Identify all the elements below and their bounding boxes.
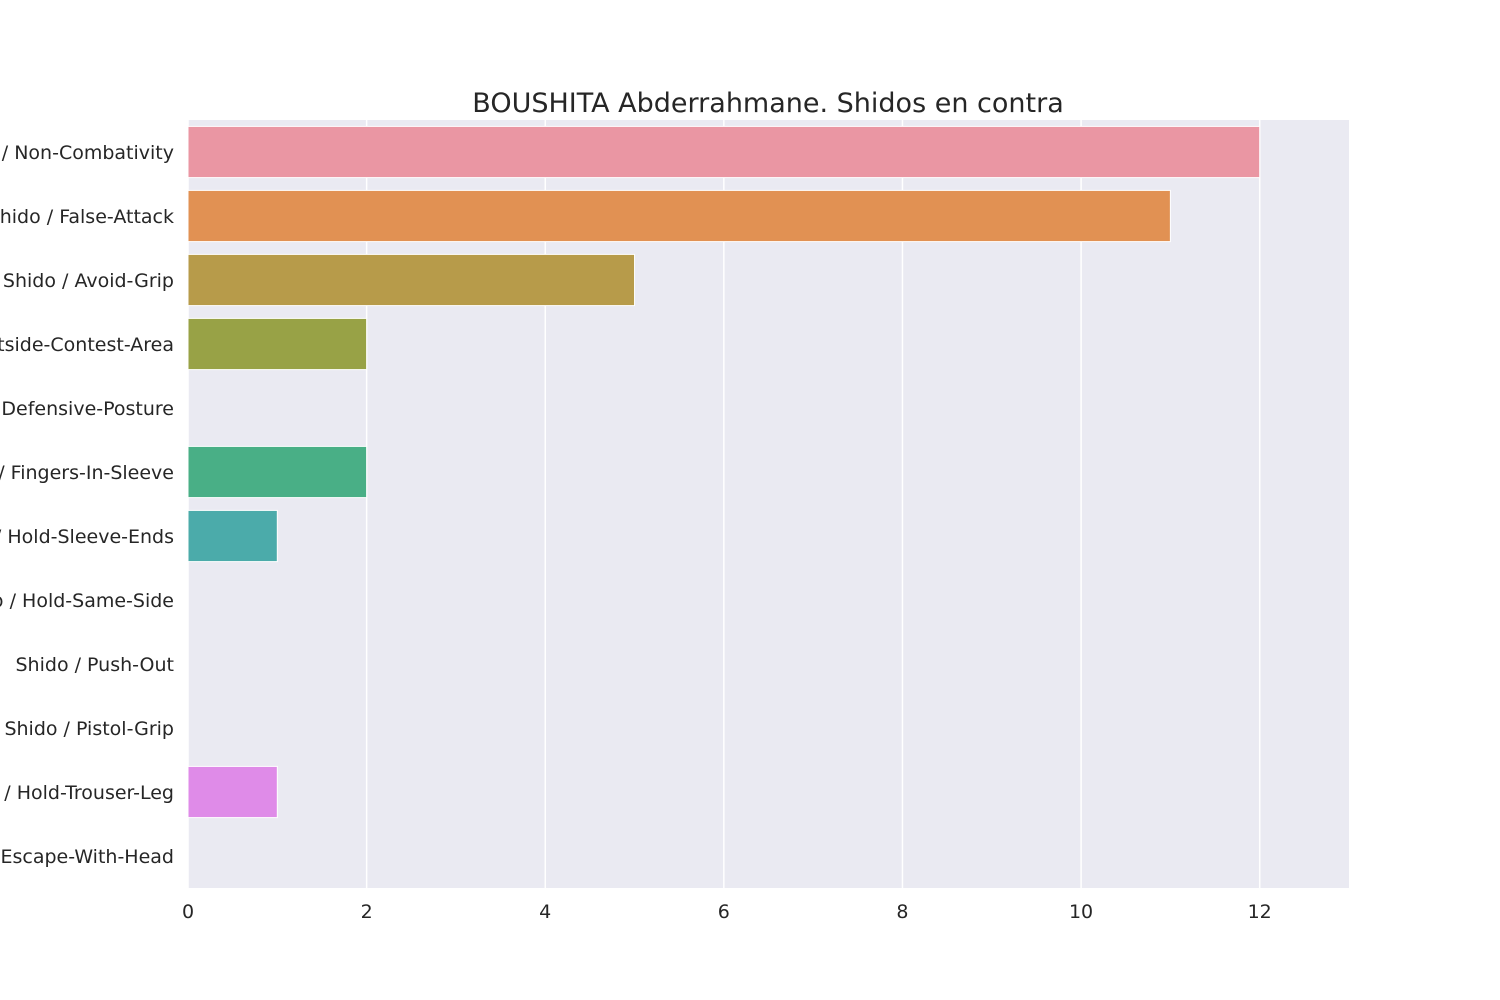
bars xyxy=(187,125,1261,819)
bar xyxy=(187,445,368,499)
y-tick-label: Shido / Defensive-Posture xyxy=(0,398,174,420)
x-tick-labels: 0 2 4 6 8 10 12 xyxy=(182,901,1272,923)
x-tick-label: 8 xyxy=(896,901,908,923)
y-tick-label: Shido / Escape-With-Head xyxy=(0,846,174,868)
plot-area xyxy=(188,120,1349,888)
chart-title: BOUSHITA Abderrahmane. Shidos en contra xyxy=(472,88,1063,119)
bar xyxy=(187,253,636,307)
gridlines xyxy=(187,120,1261,888)
y-tick-label: Shido / Non-Combativity xyxy=(0,142,174,164)
y-tick-label: Shido / Fingers-In-Sleeve xyxy=(0,462,174,484)
y-tick-label: Shido / Hold-Same-Side xyxy=(0,590,174,612)
bar xyxy=(187,189,1171,243)
y-tick-labels: Shido / Non-Combativity Shido / False-Att… xyxy=(0,142,174,868)
x-tick-label: 12 xyxy=(1248,901,1272,923)
y-tick-label: Shido / Outside-Contest-Area xyxy=(0,334,174,356)
bar xyxy=(187,509,278,563)
x-tick-label: 6 xyxy=(718,901,730,923)
bar xyxy=(187,317,368,371)
y-tick-label: Shido / Pistol-Grip xyxy=(4,718,174,740)
y-tick-label: Shido / Hold-Sleeve-Ends xyxy=(0,526,174,548)
y-tick-label: Shido / Push-Out xyxy=(16,654,175,676)
y-tick-label: Shido / Avoid-Grip xyxy=(3,270,174,292)
x-tick-label: 10 xyxy=(1069,901,1093,923)
bar xyxy=(187,125,1261,179)
y-tick-label: Shido / Hold-Trouser-Leg xyxy=(0,782,174,804)
x-tick-label: 4 xyxy=(539,901,551,923)
y-tick-label: Shido / False-Attack xyxy=(0,206,174,228)
bar xyxy=(187,765,278,819)
x-tick-label: 0 xyxy=(182,901,194,923)
x-tick-label: 2 xyxy=(361,901,373,923)
